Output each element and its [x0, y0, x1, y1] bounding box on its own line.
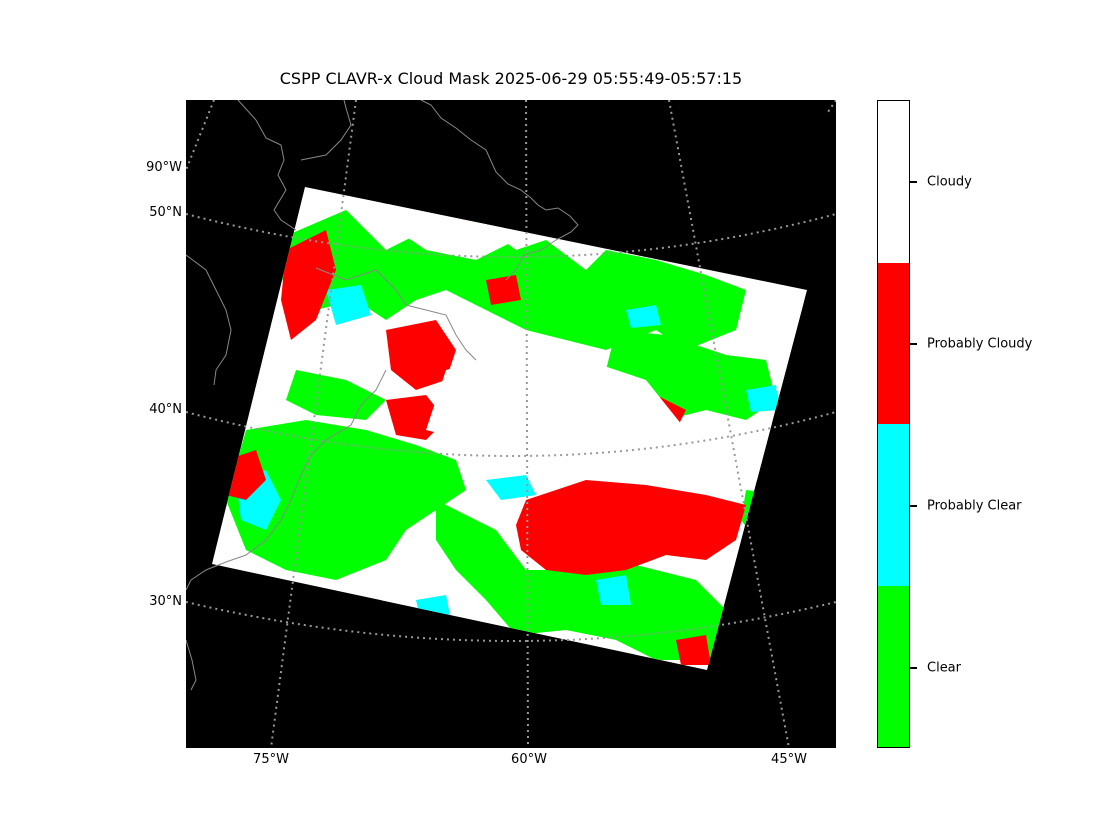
colorbar-segment-clear — [878, 585, 909, 747]
lon-label-60w: 60°W — [511, 752, 547, 767]
cloud-mask-fields — [226, 200, 807, 665]
coastline-southeast — [186, 369, 387, 591]
parallel-30n — [186, 601, 836, 642]
clear-region — [286, 370, 386, 420]
colorbar-label-probably-clear: Probably Clear — [927, 498, 1022, 514]
meridian-45w — [668, 100, 790, 748]
probably-cloudy-region — [516, 480, 746, 575]
probably-clear-region — [626, 305, 661, 328]
colorbar-label-probably-cloudy: Probably Cloudy — [927, 336, 1033, 352]
lon-label-75w: 75°W — [253, 752, 289, 767]
lat-label-90w: 90°W — [146, 160, 182, 175]
coastline-northeast — [315, 267, 477, 361]
probably-clear-region — [596, 575, 631, 605]
parallel-40n — [186, 411, 836, 457]
lon-label-45w: 45°W — [771, 752, 807, 767]
meridian-75w — [270, 100, 357, 748]
meridian-30w — [825, 100, 836, 116]
map-svg — [186, 100, 836, 748]
probably-clear-region — [746, 385, 781, 412]
colorbar-segment-probably-cloudy — [878, 262, 909, 424]
colorbar-segment-cloudy — [878, 101, 909, 263]
probably-cloudy-region — [281, 230, 336, 340]
probably-clear-region — [486, 475, 536, 500]
coastline-hudson — [237, 100, 297, 231]
colorbar-tick — [910, 343, 917, 345]
colorbar-label-cloudy: Cloudy — [927, 174, 972, 190]
colorbar — [877, 100, 910, 748]
coastlines — [186, 100, 579, 691]
colorbar-segment-probably-clear — [878, 424, 909, 586]
meridian-90w — [186, 100, 215, 171]
lat-label-30n: 30°N — [149, 594, 182, 609]
coastline-florida — [186, 639, 197, 691]
parallel-50n — [186, 213, 836, 258]
probably-clear-region — [326, 285, 371, 325]
cloudy-region — [426, 350, 786, 480]
clear-region — [436, 500, 726, 660]
meridian-60w — [525, 100, 529, 748]
coastline-atlantic — [186, 254, 232, 386]
coastline-quebec-north — [300, 100, 352, 161]
colorbar-tick — [910, 505, 917, 507]
coastline-labrador — [420, 100, 579, 281]
graticule — [186, 100, 836, 748]
plot-title: CSPP CLAVR-x Cloud Mask 2025-06-29 05:55… — [279, 69, 743, 88]
colorbar-tick — [910, 181, 917, 183]
map-panel — [186, 100, 836, 748]
probably-cloudy-region — [486, 275, 521, 305]
colorbar-label-clear: Clear — [927, 660, 961, 676]
probably-cloudy-region — [386, 320, 456, 390]
clear-region — [741, 490, 786, 540]
lat-label-40n: 40°N — [149, 402, 182, 417]
probably-cloudy-region — [676, 635, 711, 665]
clear-region — [226, 420, 466, 580]
lat-label-50n: 50°N — [149, 205, 182, 220]
colorbar-tick — [910, 667, 917, 669]
